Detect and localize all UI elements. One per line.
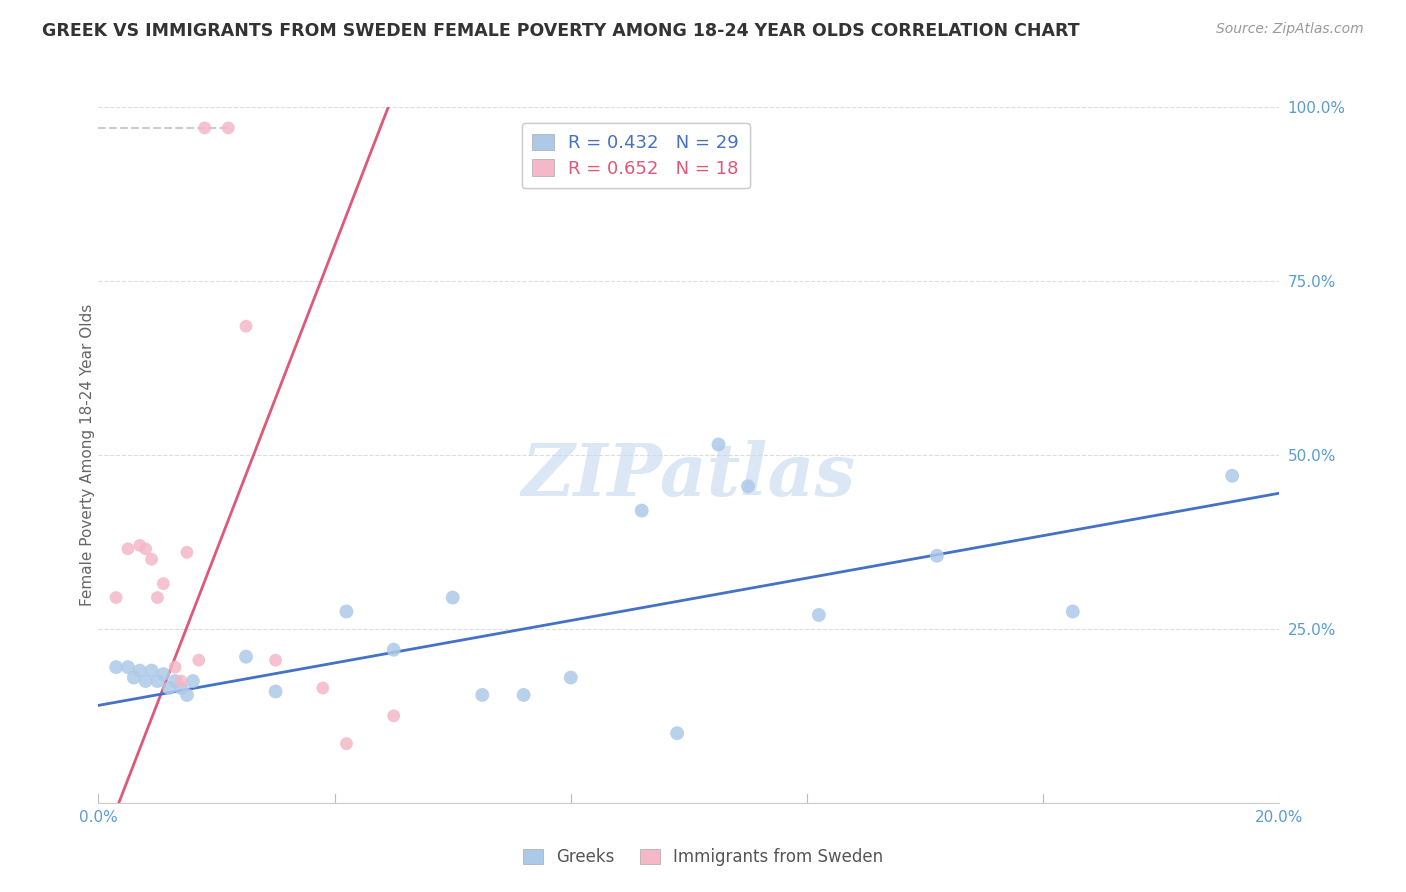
- Point: [264, 653, 287, 667]
- Point: [264, 684, 287, 698]
- Point: [146, 591, 169, 605]
- Point: [170, 674, 193, 689]
- Point: [105, 660, 128, 674]
- Point: [194, 120, 217, 135]
- Point: [382, 642, 405, 657]
- Point: [105, 591, 128, 605]
- Point: [1062, 605, 1084, 619]
- Point: [152, 667, 174, 681]
- Point: [165, 660, 187, 674]
- Point: [707, 437, 730, 451]
- Point: [165, 674, 187, 689]
- Legend: Greeks, Immigrants from Sweden: Greeks, Immigrants from Sweden: [515, 840, 891, 875]
- Point: [737, 479, 759, 493]
- Point: [146, 674, 169, 689]
- Point: [152, 576, 174, 591]
- Point: [157, 681, 180, 695]
- Point: [807, 607, 830, 622]
- Text: ZIPatlas: ZIPatlas: [522, 441, 856, 511]
- Point: [181, 674, 204, 689]
- Legend: R = 0.432   N = 29, R = 0.652   N = 18: R = 0.432 N = 29, R = 0.652 N = 18: [522, 123, 749, 188]
- Point: [512, 688, 534, 702]
- Point: [560, 671, 582, 685]
- Point: [122, 671, 145, 685]
- Point: [117, 541, 139, 556]
- Point: [128, 538, 150, 552]
- Point: [335, 605, 357, 619]
- Point: [117, 660, 139, 674]
- Point: [471, 688, 494, 702]
- Point: [128, 664, 150, 678]
- Point: [217, 120, 239, 135]
- Point: [1220, 468, 1243, 483]
- Point: [666, 726, 689, 740]
- Point: [235, 319, 257, 334]
- Point: [176, 688, 198, 702]
- Point: [176, 545, 198, 559]
- Point: [135, 674, 157, 689]
- Text: Source: ZipAtlas.com: Source: ZipAtlas.com: [1216, 22, 1364, 37]
- Point: [141, 664, 163, 678]
- Point: [170, 681, 193, 695]
- Point: [335, 737, 357, 751]
- Point: [141, 552, 163, 566]
- Point: [135, 541, 157, 556]
- Y-axis label: Female Poverty Among 18-24 Year Olds: Female Poverty Among 18-24 Year Olds: [80, 304, 94, 606]
- Point: [441, 591, 464, 605]
- Point: [187, 653, 209, 667]
- Point: [630, 503, 652, 517]
- Text: GREEK VS IMMIGRANTS FROM SWEDEN FEMALE POVERTY AMONG 18-24 YEAR OLDS CORRELATION: GREEK VS IMMIGRANTS FROM SWEDEN FEMALE P…: [42, 22, 1080, 40]
- Point: [382, 708, 405, 723]
- Point: [235, 649, 257, 664]
- Point: [925, 549, 948, 563]
- Point: [312, 681, 335, 695]
